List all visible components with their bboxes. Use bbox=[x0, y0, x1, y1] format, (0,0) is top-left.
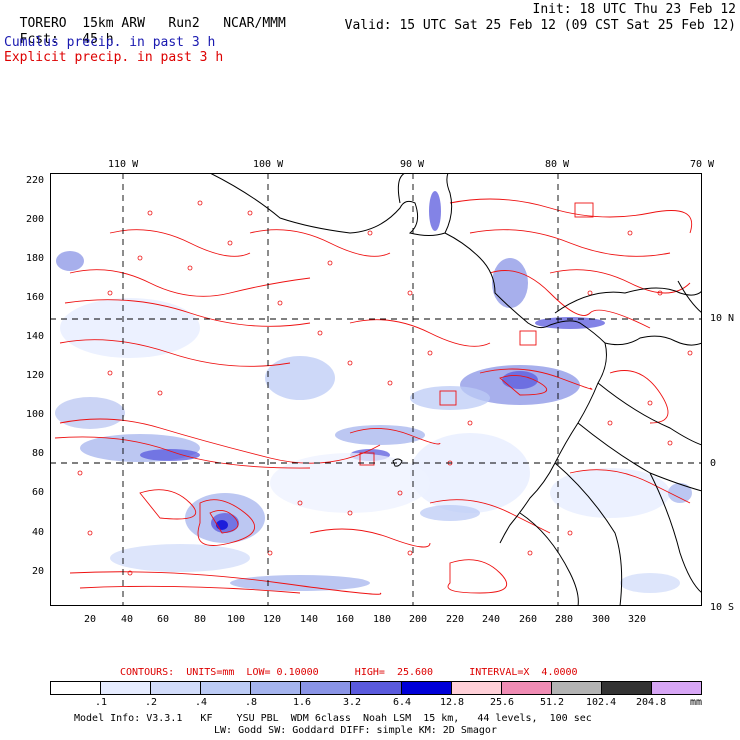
colorbar-label: 3.2 bbox=[343, 697, 362, 708]
colorbar-swatch bbox=[351, 682, 402, 694]
lon-label-90w: 90 W bbox=[400, 159, 425, 170]
colorbar-label: 51.2 bbox=[540, 697, 565, 708]
lat-label-10n: 10 N bbox=[710, 313, 735, 324]
y-tick: 200 bbox=[26, 214, 45, 225]
explicit-cells bbox=[77, 200, 693, 576]
cumulus-shading bbox=[55, 191, 692, 593]
colorbar-label: .2 bbox=[145, 697, 158, 708]
x-tick: 200 bbox=[409, 614, 428, 625]
colorbar-swatch bbox=[401, 682, 452, 694]
colorbar-swatch bbox=[101, 682, 152, 694]
model-info: Model Info: V3.3.1 KF YSU PBL WDM 6class… bbox=[74, 713, 592, 724]
colorbar-swatch bbox=[551, 682, 602, 694]
lat-label-10s: 10 S bbox=[710, 602, 735, 613]
x-tick: 260 bbox=[519, 614, 538, 625]
init-time: Init: 18 UTC Thu 23 Feb 12 bbox=[532, 2, 737, 17]
y-tick: 100 bbox=[26, 409, 45, 420]
lon-label-110w: 110 W bbox=[108, 159, 139, 170]
y-tick: 160 bbox=[26, 292, 45, 303]
legend-explicit: Explicit precip. in past 3 h bbox=[4, 50, 224, 65]
precip-map bbox=[50, 173, 702, 606]
colorbar-label: 204.8 bbox=[636, 697, 667, 708]
colorbar-unit: mm bbox=[690, 697, 703, 708]
colorbar-label: 102.4 bbox=[586, 697, 617, 708]
colorbar-label: 6.4 bbox=[393, 697, 412, 708]
y-tick: 120 bbox=[26, 370, 45, 381]
colorbar-label: 12.8 bbox=[440, 697, 465, 708]
colorbar-label: .4 bbox=[195, 697, 208, 708]
lon-label-80w: 80 W bbox=[545, 159, 570, 170]
colorbar-label: 1.6 bbox=[293, 697, 312, 708]
y-tick: 140 bbox=[26, 331, 45, 342]
header-line-1: TORERO 15km ARW Run2 NCAR/MMM bbox=[4, 3, 286, 31]
x-tick: 40 bbox=[121, 614, 134, 625]
y-tick: 220 bbox=[26, 175, 45, 186]
x-tick: 160 bbox=[336, 614, 355, 625]
lon-label-100w: 100 W bbox=[253, 159, 284, 170]
forecast-label: Fcst: bbox=[19, 32, 59, 47]
map-frame bbox=[50, 173, 702, 606]
colorbar-swatch bbox=[501, 682, 552, 694]
colorbar-swatch bbox=[151, 682, 202, 694]
legend-cumulus: Cumulus precip. in past 3 h bbox=[4, 35, 216, 50]
x-tick: 220 bbox=[446, 614, 465, 625]
colorbar-swatch bbox=[451, 682, 502, 694]
graticule bbox=[50, 173, 702, 606]
x-tick: 20 bbox=[84, 614, 97, 625]
y-tick: 40 bbox=[32, 527, 45, 538]
colorbar-swatch bbox=[301, 682, 352, 694]
y-tick: 180 bbox=[26, 253, 45, 264]
colorbar-swatch bbox=[601, 682, 652, 694]
x-tick: 120 bbox=[263, 614, 282, 625]
x-tick: 140 bbox=[300, 614, 319, 625]
contour-info: CONTOURS: UNITS=mm LOW= 0.10000 HIGH= 25… bbox=[120, 667, 578, 678]
y-tick: 20 bbox=[32, 566, 45, 577]
x-tick: 180 bbox=[373, 614, 392, 625]
coastlines bbox=[209, 173, 702, 606]
colorbar-swatch bbox=[651, 682, 702, 694]
y-tick: 80 bbox=[32, 448, 45, 459]
forecast-line: Fcst: 45 h bbox=[4, 19, 114, 47]
colorbar-swatch bbox=[201, 682, 252, 694]
colorbar-label: .8 bbox=[245, 697, 258, 708]
x-tick: 60 bbox=[157, 614, 170, 625]
x-tick: 280 bbox=[555, 614, 574, 625]
explicit-contours bbox=[54, 198, 692, 595]
model-name: TORERO bbox=[19, 16, 67, 31]
colorbar-label: .1 bbox=[95, 697, 108, 708]
x-tick: 240 bbox=[482, 614, 501, 625]
y-tick: 60 bbox=[32, 487, 45, 498]
x-tick: 100 bbox=[227, 614, 246, 625]
model-resolution: 15km ARW bbox=[82, 16, 145, 31]
lon-label-70w: 70 W bbox=[690, 159, 715, 170]
physics-info: LW: Godd SW: Goddard DIFF: simple KM: 2D… bbox=[214, 725, 497, 736]
run-label: Run2 bbox=[168, 16, 200, 31]
forecast-value: 45 h bbox=[82, 32, 114, 47]
x-tick: 320 bbox=[628, 614, 647, 625]
colorbar-swatch bbox=[51, 682, 102, 694]
org-label: NCAR/MMM bbox=[223, 16, 286, 31]
colorbar-swatch bbox=[251, 682, 302, 694]
valid-time: Valid: 15 UTC Sat 25 Feb 12 (09 CST Sat … bbox=[344, 18, 736, 33]
colorbar-label: 25.6 bbox=[490, 697, 515, 708]
map-canvas bbox=[50, 173, 702, 606]
lat-label-0: 0 bbox=[710, 458, 717, 469]
x-tick: 300 bbox=[592, 614, 611, 625]
colorbar bbox=[50, 681, 702, 695]
x-tick: 80 bbox=[194, 614, 207, 625]
